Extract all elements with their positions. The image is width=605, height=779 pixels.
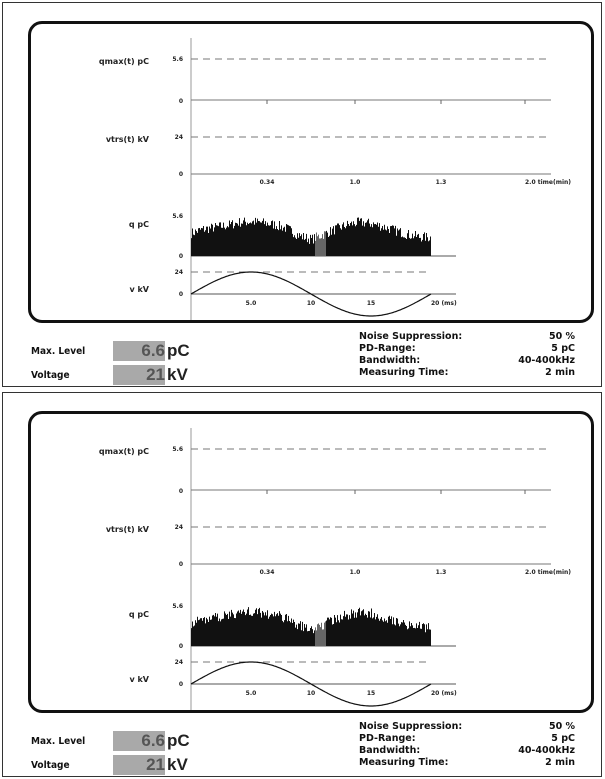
max-level-label: Max. Level xyxy=(31,736,86,747)
setting-label: Noise Suppression: xyxy=(359,331,463,342)
qmax-tick: 5.6 xyxy=(172,446,183,453)
setting-bandwidth: Bandwidth: 40-400kHz xyxy=(359,355,575,367)
pd-plot: qmax(t) pC vtrs(t) kV q pC v kV 5.6 0 24 0 0.34 1… xyxy=(99,428,571,710)
phase-x-tick-label: 15 xyxy=(367,300,375,307)
voltage-label: Voltage xyxy=(31,370,70,381)
v-level-tick: 24 xyxy=(175,659,183,666)
qmax-axis-label: qmax(t) pC xyxy=(99,447,149,456)
v-zero-tick: 0 xyxy=(179,291,183,298)
setting-label: Measuring Time: xyxy=(359,367,449,378)
setting-label: Measuring Time: xyxy=(359,757,449,768)
voltage-unit: kV xyxy=(167,365,188,384)
v-zero-tick: 0 xyxy=(179,681,183,688)
max-level-readout: Max. Level 6.6 pC xyxy=(31,341,231,363)
voltage-readout: Voltage 21 kV xyxy=(31,365,231,387)
v-axis-label: v kV xyxy=(129,285,149,294)
trend-zero-tick: 0 xyxy=(179,488,183,495)
trend-x-tick-label: 1.0 xyxy=(350,569,361,576)
setting-label: Noise Suppression: xyxy=(359,721,463,732)
display-screen: qmax(t) pC vtrs(t) kV q pC v kV 5.6 0 24 0 0.34 1… xyxy=(28,411,594,713)
setting-value: 5 pC xyxy=(551,343,575,354)
max-level-value: 6.6 xyxy=(141,341,165,360)
measurement-settings: Noise Suppression: 50 % PD-Range: 5 pC B… xyxy=(359,721,575,779)
pd-plot: qmax(t) pC vtrs(t) kV q pC v kV 5.6 0 24 0 0.34 1… xyxy=(99,38,571,320)
phase-x-tick-label: 5.0 xyxy=(246,300,257,307)
setting-noise-suppression: Noise Suppression: 50 % xyxy=(359,721,575,733)
v-level-tick: 24 xyxy=(175,269,183,276)
max-level-box xyxy=(113,731,165,751)
trend-x-tick-label: 1.0 xyxy=(350,179,361,186)
setting-value: 40-400kHz xyxy=(518,745,575,756)
setting-label: PD-Range: xyxy=(359,733,416,744)
trend-x-tick-label: 1.3 xyxy=(436,179,447,186)
setting-label: PD-Range: xyxy=(359,343,416,354)
max-level-unit: pC xyxy=(167,341,190,360)
setting-value: 5 pC xyxy=(551,733,575,744)
max-level-unit: pC xyxy=(167,731,190,750)
vtrs-tick: 24 xyxy=(175,524,183,531)
trend-axis-zero-tick: 0 xyxy=(179,561,183,568)
setting-value: 2 min xyxy=(545,757,575,768)
voltage-sine-curve xyxy=(190,271,432,317)
trend-x-tick-label: 2.0 time(min) xyxy=(525,179,571,186)
setting-noise-suppression: Noise Suppression: 50 % xyxy=(359,331,575,343)
phase-x-tick-label: 15 xyxy=(367,690,375,697)
trend-axis-zero-tick: 0 xyxy=(179,171,183,178)
vtrs-axis-label: vtrs(t) kV xyxy=(106,525,150,534)
qmax-axis-label: qmax(t) pC xyxy=(99,57,149,66)
oscillogram-panel-1: qmax(t) pC vtrs(t) kV q pC v kV 5.6 0 24 0 0.34 1… xyxy=(2,2,602,387)
setting-pd-range: PD-Range: 5 pC xyxy=(359,343,575,355)
v-axis-label: v kV xyxy=(129,675,149,684)
max-level-value: 6.6 xyxy=(141,731,165,750)
trend-x-tick-label: 2.0 time(min) xyxy=(525,569,571,576)
setting-bandwidth: Bandwidth: 40-400kHz xyxy=(359,745,575,757)
setting-value: 50 % xyxy=(548,331,575,342)
readouts: Max. Level 6.6 pC Voltage 21 kV xyxy=(31,729,231,777)
setting-value: 50 % xyxy=(548,721,575,732)
q-axis-label: q pC xyxy=(129,610,149,619)
max-level-label: Max. Level xyxy=(31,346,86,357)
max-level-box xyxy=(113,341,165,361)
voltage-sine-curve xyxy=(190,661,432,707)
voltage-value: 21 xyxy=(146,755,165,774)
trend-x-tick-label: 1.3 xyxy=(436,569,447,576)
setting-label: Bandwidth: xyxy=(359,745,421,756)
setting-pd-range: PD-Range: 5 pC xyxy=(359,733,575,745)
phase-x-tick-label: 10 xyxy=(307,300,315,307)
q-zero-tick: 0 xyxy=(179,253,183,260)
readouts: Max. Level 6.6 pC Voltage 21 kV xyxy=(31,339,231,387)
phase-x-tick-label: 20 (ms) xyxy=(431,690,457,697)
phase-x-tick-label: 5.0 xyxy=(246,690,257,697)
voltage-box xyxy=(113,365,165,385)
voltage-readout: Voltage 21 kV xyxy=(31,755,231,777)
voltage-unit: kV xyxy=(167,755,188,774)
max-level-readout: Max. Level 6.6 pC xyxy=(31,731,231,753)
voltage-box xyxy=(113,755,165,775)
q-level-tick: 5.6 xyxy=(172,213,183,220)
setting-value: 2 min xyxy=(545,367,575,378)
q-zero-tick: 0 xyxy=(179,643,183,650)
setting-measuring-time: Measuring Time: 2 min xyxy=(359,757,575,769)
trend-zero-tick: 0 xyxy=(179,98,183,105)
voltage-value: 21 xyxy=(146,365,165,384)
setting-value: 40-400kHz xyxy=(518,355,575,366)
q-axis-label: q pC xyxy=(129,220,149,229)
voltage-label: Voltage xyxy=(31,760,70,771)
qmax-tick: 5.6 xyxy=(172,56,183,63)
oscillogram-panel-2: qmax(t) pC vtrs(t) kV q pC v kV 5.6 0 24 0 0.34 1… xyxy=(2,392,602,777)
phase-x-tick-label: 10 xyxy=(307,690,315,697)
vtrs-axis-label: vtrs(t) kV xyxy=(106,135,150,144)
phase-x-tick-label: 20 (ms) xyxy=(431,300,457,307)
q-level-tick: 5.6 xyxy=(172,603,183,610)
trend-x-tick-label: 0.34 xyxy=(260,569,275,576)
vtrs-tick: 24 xyxy=(175,134,183,141)
setting-measuring-time: Measuring Time: 2 min xyxy=(359,367,575,379)
trend-x-tick-label: 0.34 xyxy=(260,179,275,186)
display-screen: qmax(t) pC vtrs(t) kV q pC v kV 5.6 0 24 0 0.34 1… xyxy=(28,21,594,323)
measurement-settings: Noise Suppression: 50 % PD-Range: 5 pC B… xyxy=(359,331,575,389)
setting-label: Bandwidth: xyxy=(359,355,421,366)
